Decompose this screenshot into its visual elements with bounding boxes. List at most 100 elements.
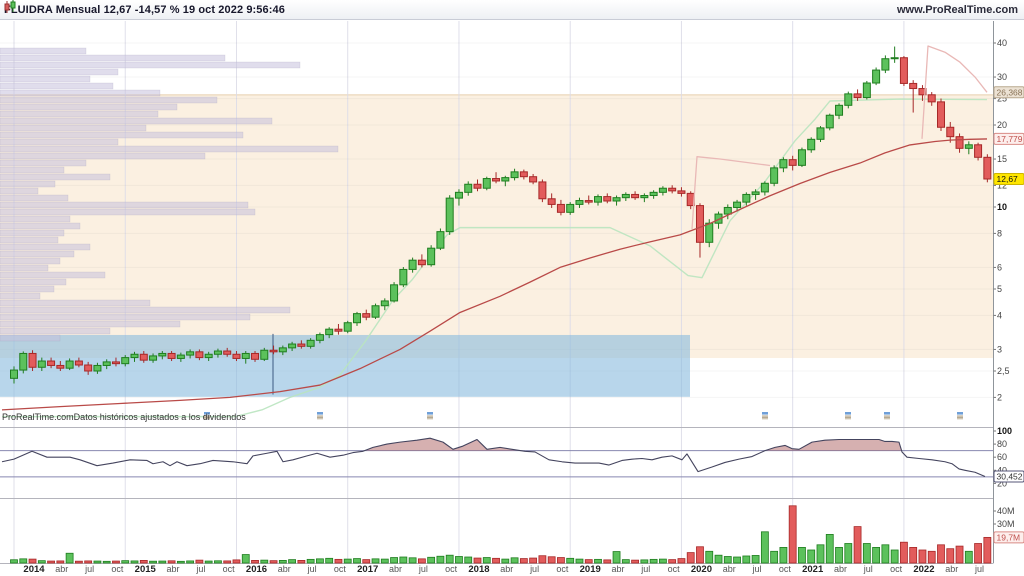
candle — [473, 183, 482, 189]
volume-bar — [232, 559, 241, 564]
volume-bar — [798, 547, 806, 564]
volume-bar — [584, 559, 593, 564]
candle — [723, 206, 732, 215]
volume-profile-bar — [0, 152, 206, 160]
candle — [139, 353, 148, 361]
volume-bar — [371, 558, 380, 564]
x-axis-month-label: abr — [723, 564, 736, 574]
candle — [56, 364, 65, 369]
candle — [232, 353, 241, 359]
volume-profile-bar — [0, 257, 61, 265]
axis-tick-label: 30M — [997, 519, 1015, 529]
axis-tick-label: 2,5 — [997, 366, 1010, 376]
volume-profile-bar — [0, 278, 67, 286]
volume-profile-bar — [0, 159, 87, 167]
volume-profile-bar — [0, 285, 55, 293]
candle — [380, 300, 389, 307]
candle — [241, 352, 250, 359]
candle — [306, 339, 315, 347]
axis-tick-label: 60 — [997, 452, 1007, 462]
candle — [65, 360, 74, 369]
volume-bar — [84, 560, 93, 564]
volume-bar — [519, 558, 528, 564]
x-axis-month-label: abr — [500, 564, 513, 574]
candle — [955, 136, 964, 149]
volume-bar — [492, 557, 500, 564]
candle — [102, 361, 111, 366]
volume-profile-bar — [0, 327, 111, 335]
volume-bar — [621, 559, 630, 564]
volume-bar — [427, 556, 436, 564]
footnote-text: ProRealTime.comDatos históricos ajustado… — [2, 412, 246, 422]
volume-bar — [714, 554, 723, 564]
candle — [519, 171, 528, 178]
volume-bar — [640, 559, 649, 564]
volume-profile-bar — [0, 215, 71, 223]
volume-profile-bar — [0, 131, 244, 139]
candle — [445, 197, 454, 233]
volume-bar — [186, 560, 195, 564]
candle — [631, 193, 640, 199]
candle — [371, 305, 380, 318]
candle — [779, 159, 788, 169]
volume-bar — [223, 560, 232, 564]
candle — [195, 351, 204, 359]
volume-profile-bar — [0, 96, 218, 104]
candle — [352, 313, 361, 324]
price-tag-label: 12,67 — [997, 174, 1019, 184]
volume-bar — [176, 560, 185, 564]
candle — [454, 191, 463, 199]
volume-bar — [417, 558, 426, 564]
volume-bar — [723, 556, 732, 564]
volume-bar — [408, 557, 417, 564]
axis-tick-label: 30 — [997, 72, 1007, 82]
volume-bar — [74, 560, 83, 564]
volume-profile-bar — [0, 166, 65, 174]
volume-bar — [65, 552, 74, 564]
candle — [399, 268, 408, 286]
volume-bar — [946, 548, 955, 564]
x-axis-month-label: oct — [779, 564, 792, 574]
x-axis-month-label: jul — [863, 564, 873, 574]
candle — [223, 350, 232, 355]
x-axis-year-label: 2017 — [357, 564, 378, 575]
rsi-overbought-fill — [765, 439, 902, 451]
candle — [362, 313, 371, 318]
candle — [649, 191, 658, 197]
volume-bar — [770, 550, 779, 564]
price-tag — [993, 470, 1024, 483]
volume-profile-bar — [0, 320, 181, 328]
volume-profile-bar — [0, 250, 75, 258]
volume-bar — [788, 505, 797, 564]
axis-tick-label: 20 — [997, 120, 1007, 130]
x-axis-year-label: 2020 — [691, 564, 712, 575]
candle — [797, 149, 806, 166]
axis-tick-label: 4 — [997, 310, 1002, 320]
price-tag-label: 30,452 — [997, 472, 1023, 482]
candle — [760, 182, 769, 193]
volume-profile-bar — [0, 117, 273, 125]
candle — [807, 138, 816, 151]
volume-bar — [927, 550, 936, 564]
volume-profile-bar — [0, 194, 69, 202]
volume-profile-bar — [0, 75, 91, 83]
axis-tick-label: 15 — [997, 154, 1007, 164]
x-axis-year-label: 2019 — [580, 564, 601, 575]
x-axis-year-label: 2015 — [135, 564, 157, 575]
candle — [835, 104, 844, 116]
volume-bar — [325, 557, 334, 564]
volume-bar — [130, 560, 139, 564]
x-axis-month-label: oct — [668, 564, 681, 574]
candle — [538, 181, 547, 200]
volume-bar — [93, 560, 102, 564]
candle — [575, 200, 584, 205]
x-axis-month-label: jul — [195, 564, 205, 574]
dividend-marker-icon — [884, 412, 890, 420]
volume-bar — [631, 559, 639, 564]
candle — [464, 183, 473, 193]
candle — [658, 187, 667, 193]
x-axis-month-label: oct — [445, 564, 458, 574]
volume-profile-bar — [0, 124, 147, 132]
